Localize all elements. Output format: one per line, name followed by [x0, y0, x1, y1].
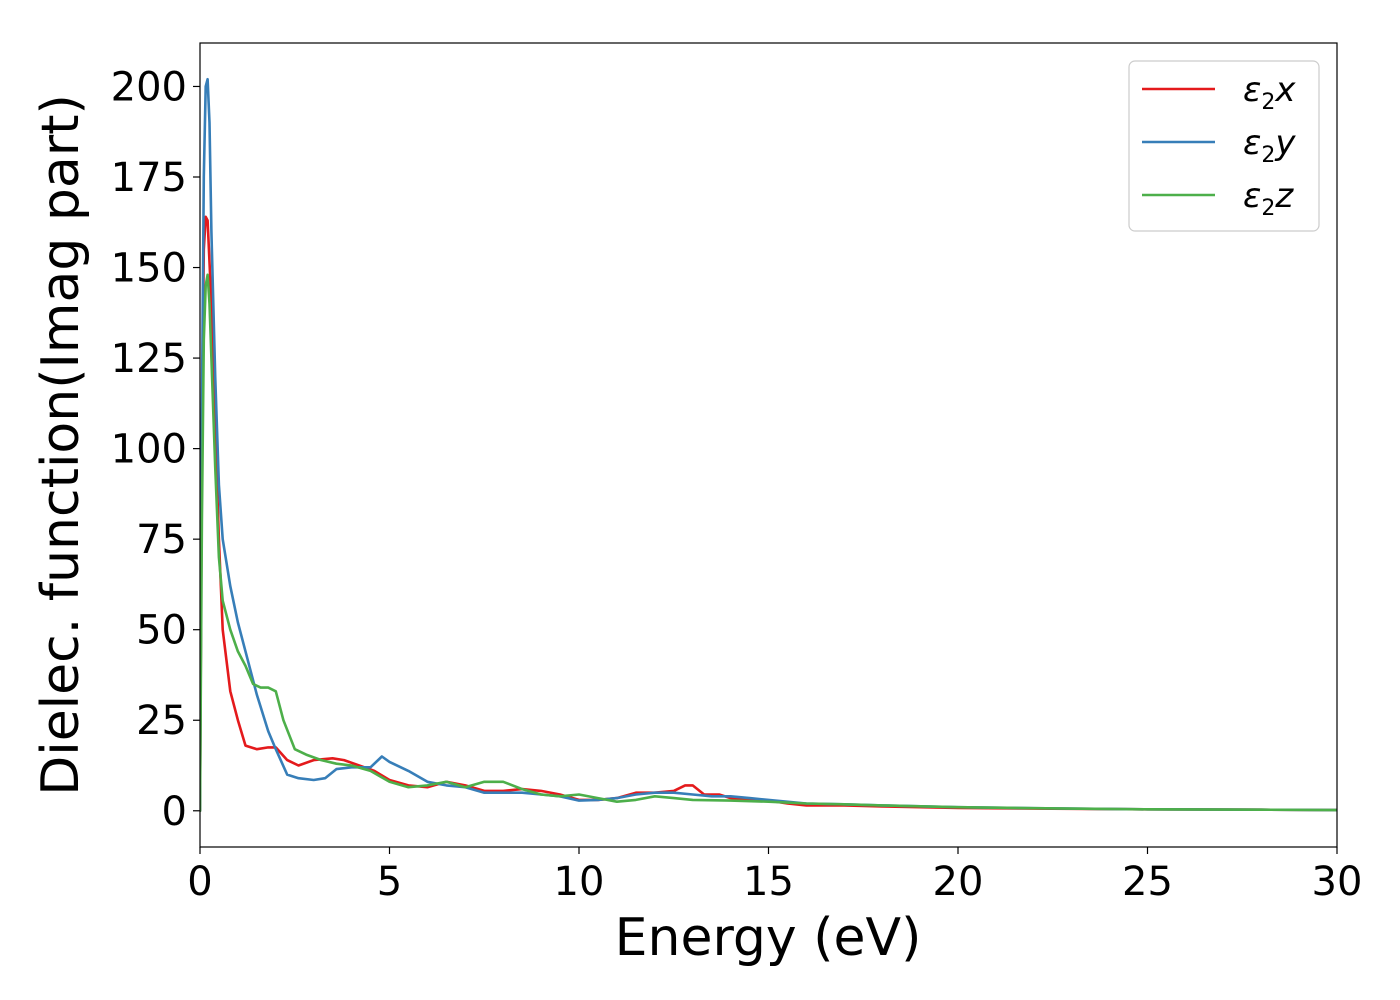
- x-tick-label: 0: [187, 859, 212, 905]
- legend-label-x: ε2x: [1243, 70, 1296, 115]
- x-tick-label: 10: [554, 859, 605, 905]
- series-lines: [200, 77, 1337, 813]
- y-tick-label: 25: [136, 698, 187, 744]
- y-tick-label: 75: [136, 517, 187, 563]
- y-tick-label: 125: [111, 336, 187, 382]
- y-tick-label: 0: [162, 789, 187, 835]
- x-axis-ticks: 0 5 10 15 20 25 30: [187, 847, 1362, 905]
- x-tick-label: 15: [743, 859, 794, 905]
- series-line-z: [200, 273, 1337, 813]
- x-tick-label: 5: [377, 859, 402, 905]
- y-tick-label: 150: [111, 246, 187, 292]
- legend-label-z: ε2z: [1243, 176, 1294, 221]
- y-tick-label: 50: [136, 608, 187, 654]
- legend-box: [1128, 60, 1320, 232]
- legend-items: ε2x ε2y ε2z: [1142, 70, 1296, 221]
- y-axis-ticks: 0 25 50 75 100 125 150 175 200: [111, 64, 200, 835]
- x-tick-label: 30: [1312, 859, 1363, 905]
- series-line-y: [200, 77, 1337, 813]
- y-axis-title: Dielec. function(Imag part): [31, 94, 91, 796]
- series-line-x: [200, 215, 1337, 813]
- y-tick-label: 175: [111, 155, 187, 201]
- x-tick-label: 20: [933, 859, 984, 905]
- y-tick-label: 100: [111, 427, 187, 473]
- x-tick-label: 25: [1122, 859, 1173, 905]
- x-axis-title: Energy (eV): [615, 908, 922, 968]
- y-tick-label: 200: [111, 64, 187, 110]
- legend-label-y: ε2y: [1243, 123, 1296, 168]
- legend: ε2x ε2y ε2z: [1128, 60, 1320, 232]
